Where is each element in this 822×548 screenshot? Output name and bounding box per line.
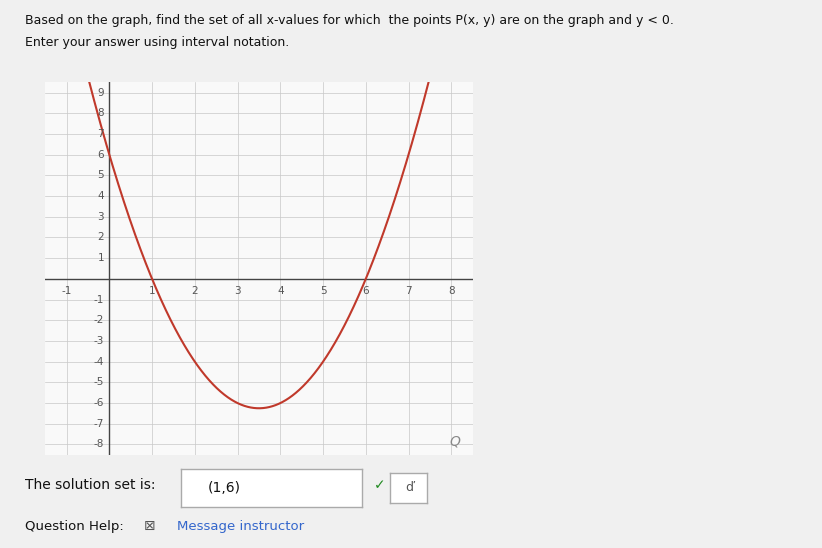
Text: Message instructor: Message instructor [177,520,304,533]
Text: 2: 2 [98,232,104,242]
Text: 5: 5 [98,170,104,180]
Text: 8: 8 [98,109,104,118]
Text: 7: 7 [98,129,104,139]
Text: 1: 1 [98,253,104,263]
Text: 7: 7 [405,286,412,296]
Text: 3: 3 [98,212,104,222]
Text: ď: ď [405,482,413,494]
Text: -8: -8 [94,439,104,449]
Text: -1: -1 [62,286,72,296]
Text: Based on the graph, find the set of all x-values for which  the points P(x, y) a: Based on the graph, find the set of all … [25,14,673,27]
Text: 1: 1 [149,286,155,296]
Text: -1: -1 [94,295,104,305]
Text: (1,6): (1,6) [208,481,241,495]
Text: -5: -5 [94,378,104,387]
Text: 5: 5 [320,286,326,296]
Text: 9: 9 [98,88,104,98]
Text: ⊠: ⊠ [144,519,155,533]
Text: Q: Q [449,435,459,449]
Text: 4: 4 [277,286,284,296]
Text: Enter your answer using interval notation.: Enter your answer using interval notatio… [25,36,289,49]
Text: ✓: ✓ [374,478,386,492]
Text: 4: 4 [98,191,104,201]
Text: -6: -6 [94,398,104,408]
Text: -4: -4 [94,357,104,367]
Text: 3: 3 [234,286,241,296]
Text: 2: 2 [192,286,198,296]
Text: -2: -2 [94,315,104,326]
Text: The solution set is:: The solution set is: [25,478,155,492]
Text: -3: -3 [94,336,104,346]
Text: -7: -7 [94,419,104,429]
Text: Question Help:: Question Help: [25,520,123,533]
Text: 6: 6 [363,286,369,296]
Text: 8: 8 [448,286,455,296]
Text: 6: 6 [98,150,104,159]
